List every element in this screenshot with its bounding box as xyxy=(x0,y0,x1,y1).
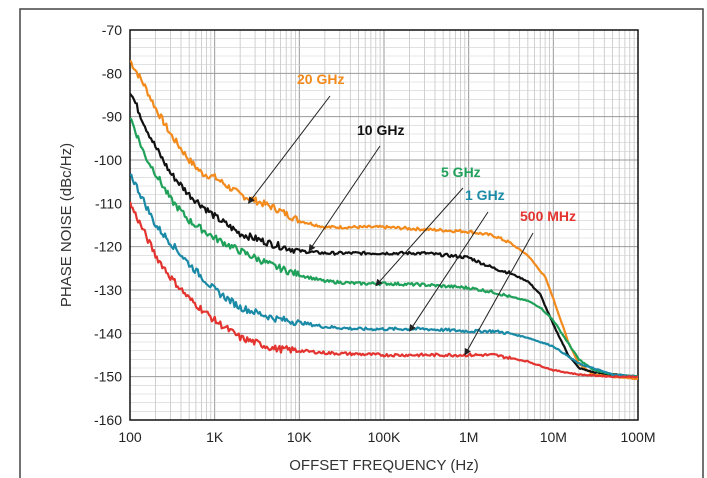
y-tick-label: -140 xyxy=(94,325,122,341)
series-label: 10 GHz xyxy=(357,122,404,138)
annotation-arrow xyxy=(375,187,464,287)
y-tick-label: -120 xyxy=(94,239,122,255)
y-tick-label: -160 xyxy=(94,412,122,428)
series-line-1 xyxy=(130,93,638,378)
series-line-3 xyxy=(130,173,638,378)
y-tick-label: -80 xyxy=(102,65,122,81)
series-line-2 xyxy=(130,117,638,378)
y-tick-label: -110 xyxy=(95,195,122,211)
series-label: 1 GHz xyxy=(465,187,505,203)
y-tick-label: -100 xyxy=(94,152,122,168)
series-label: 500 MHz xyxy=(520,208,576,224)
y-tick-label: -90 xyxy=(102,109,122,125)
x-axis-ticks: 100 1K 10K 100K 1M 10M 100M xyxy=(118,429,655,445)
x-tick-label: 100K xyxy=(368,429,401,445)
series-line-0 xyxy=(130,59,638,381)
x-tick-label: 10M xyxy=(540,429,567,445)
series-layer xyxy=(130,59,638,381)
x-tick-label: 1K xyxy=(206,429,224,445)
frame-border xyxy=(19,8,704,478)
annotation-arrow xyxy=(464,232,534,356)
y-axis-title: PHASE NOISE (dBc/Hz) xyxy=(58,143,75,307)
x-axis-title: OFFSET FREQUENCY (Hz) xyxy=(289,457,478,474)
x-tick-label: 100 xyxy=(118,429,142,445)
y-axis-ticks: -70 -80 -90 -100 -110 -120 -130 -140 -150 -160 xyxy=(94,22,122,428)
series-label: 20 GHz xyxy=(297,71,344,87)
y-tick-label: -130 xyxy=(94,282,122,298)
series-label: 5 GHz xyxy=(441,164,481,180)
x-tick-label: 100M xyxy=(620,429,655,445)
annotation-arrow xyxy=(247,95,331,204)
annotation-arrow xyxy=(409,211,489,332)
series-line-4 xyxy=(130,201,638,379)
series-annotations: 20 GHz 10 GHz 5 GHz 1 GHz 500 MHz xyxy=(247,71,576,356)
x-tick-label: 10K xyxy=(287,429,313,445)
annotation-arrow xyxy=(308,145,381,252)
x-tick-label: 1M xyxy=(459,429,478,445)
y-tick-label: -70 xyxy=(102,22,122,38)
y-tick-label: -150 xyxy=(94,369,122,385)
plot-area xyxy=(129,29,639,421)
